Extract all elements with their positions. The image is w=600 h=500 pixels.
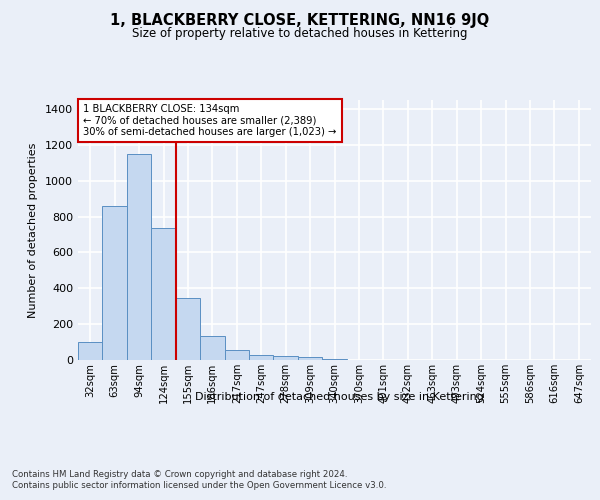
Bar: [78, 342, 103, 360]
Bar: [176, 298, 200, 360]
Bar: [298, 358, 322, 360]
Text: Size of property relative to detached houses in Kettering: Size of property relative to detached ho…: [132, 28, 468, 40]
Bar: [274, 356, 298, 360]
Bar: [200, 336, 224, 360]
Text: Contains public sector information licensed under the Open Government Licence v3: Contains public sector information licen…: [12, 481, 386, 490]
Text: Distribution of detached houses by size in Kettering: Distribution of detached houses by size …: [194, 392, 484, 402]
Bar: [224, 350, 249, 360]
Text: 1 BLACKBERRY CLOSE: 134sqm
← 70% of detached houses are smaller (2,389)
30% of s: 1 BLACKBERRY CLOSE: 134sqm ← 70% of deta…: [83, 104, 337, 137]
Bar: [151, 228, 176, 360]
Text: Contains HM Land Registry data © Crown copyright and database right 2024.: Contains HM Land Registry data © Crown c…: [12, 470, 347, 479]
Bar: [127, 154, 151, 360]
Bar: [249, 355, 274, 360]
Bar: [322, 358, 347, 360]
Text: 1, BLACKBERRY CLOSE, KETTERING, NN16 9JQ: 1, BLACKBERRY CLOSE, KETTERING, NN16 9JQ: [110, 12, 490, 28]
Bar: [103, 206, 127, 360]
Y-axis label: Number of detached properties: Number of detached properties: [28, 142, 38, 318]
